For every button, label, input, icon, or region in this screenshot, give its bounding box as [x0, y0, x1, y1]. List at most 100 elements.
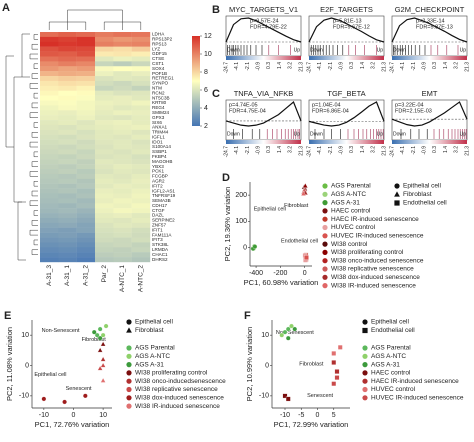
heatmap-cell	[58, 159, 77, 165]
row-label: IGFL2-AS1	[152, 188, 175, 193]
legend-label: HAEC control	[371, 370, 411, 377]
data-point	[97, 326, 103, 332]
heatmap-cell	[113, 129, 132, 135]
heatmap-cell	[95, 85, 114, 91]
heatmap-cell	[76, 95, 96, 101]
heatmap-cell	[40, 203, 59, 209]
heatmap-cell	[58, 188, 77, 194]
rank-label: -0.9	[255, 146, 261, 155]
heatmap-cell	[76, 213, 96, 219]
rank-label: -24.7	[389, 62, 395, 74]
enrichment-curve	[308, 101, 385, 127]
rank-label: -4.1	[317, 146, 323, 155]
heatmap-cell	[95, 41, 114, 47]
legend-label: WI38 replicative senescence	[135, 386, 218, 393]
rank-label: 21.3	[298, 146, 304, 156]
x-tick-label: 0	[303, 270, 307, 277]
heatmap-cell	[113, 139, 132, 145]
legend-label: Epithelial cell	[135, 319, 173, 326]
gsea-stat: p=4.74E-05	[229, 102, 258, 108]
x-axis-title: PC1, 72.99% variation	[274, 420, 349, 429]
heatmap-cell	[131, 71, 151, 77]
legend-swatch	[126, 353, 132, 359]
heatmap-cell	[131, 139, 151, 145]
heatmap-cell	[113, 237, 132, 243]
data-point	[100, 332, 106, 338]
heatmap-cell	[40, 76, 59, 82]
heatmap-cell	[58, 51, 77, 57]
heatmap-cell	[95, 173, 114, 180]
x-axis-title: PC1, 72.76% variation	[35, 420, 110, 429]
heatmap-cell	[95, 134, 114, 140]
gsea-stat: p=5.81E-13	[333, 18, 362, 24]
heatmap-cell	[113, 115, 132, 121]
column-label: A-31_1	[64, 265, 71, 286]
heatmap-cell	[40, 208, 59, 214]
heatmap-cell	[131, 110, 151, 116]
heatmap-cell	[113, 56, 132, 62]
heatmap-cell	[131, 144, 151, 150]
heatmap-cell	[113, 213, 132, 219]
heatmap-cell	[58, 95, 77, 101]
up-label: Up	[294, 47, 301, 53]
heatmap-cell	[40, 242, 59, 248]
legend-swatch	[322, 216, 328, 222]
gsea-stat: FDR=5.87E-13	[416, 24, 453, 30]
heatmap-cell	[95, 46, 114, 52]
heatmap-cell	[76, 80, 96, 87]
heatmap-cell	[131, 232, 151, 238]
heatmap-cell	[95, 222, 114, 228]
gsea-stat: p=2.33E-14	[416, 18, 445, 24]
data-point	[100, 341, 106, 347]
rank-label: 1.4	[277, 146, 283, 153]
legend-shape	[126, 327, 132, 333]
heatmap-cell	[76, 85, 96, 91]
heatmap-cell	[95, 144, 114, 150]
heatmap-cell	[58, 115, 77, 121]
heatmap-cell	[76, 41, 96, 47]
heatmap-cell	[58, 198, 77, 204]
row-label: CDH17	[152, 203, 168, 208]
heatmap-cell	[95, 237, 114, 243]
heatmap-cell	[76, 90, 96, 96]
heatmap-cell	[40, 149, 59, 155]
colorbar-label: 4	[204, 105, 208, 112]
heatmap-cell	[58, 227, 77, 233]
annotation: Fibroblast	[299, 361, 324, 367]
heatmap-cell	[58, 247, 77, 253]
data-point	[331, 351, 337, 356]
gsea-stat: p=9.57E-24	[250, 18, 279, 24]
heatmap-cell	[131, 178, 151, 184]
heatmap-cell	[131, 173, 151, 180]
annotation: Epithelial cell	[254, 206, 286, 212]
heatmap-cell	[40, 247, 59, 253]
rank-bar	[226, 140, 301, 144]
heatmap-cell	[113, 85, 132, 91]
legend-swatch	[322, 241, 328, 247]
heatmap-cell	[95, 124, 114, 131]
x-tick-label: 0	[316, 412, 320, 419]
heatmap-cell	[131, 149, 151, 155]
heatmap-cell	[95, 257, 114, 263]
rank-bar	[392, 56, 467, 60]
heatmap-cell	[58, 178, 77, 184]
row-label: SYNPO	[152, 81, 169, 86]
rank-label: -4.1	[400, 146, 406, 155]
enrichment-curve	[391, 17, 468, 43]
y-tick-label: 0	[243, 244, 247, 251]
column-label: A-31_2	[83, 265, 90, 286]
gsea-title: G2M_CHECKPOINT	[395, 5, 465, 14]
heatmap-cell	[113, 257, 132, 263]
y-tick-label: -10	[259, 393, 269, 400]
heatmap-cell	[95, 110, 114, 116]
data-point	[41, 396, 47, 402]
heatmap-cell	[40, 173, 59, 180]
heatmap-cell	[95, 159, 114, 165]
legend-swatch	[322, 183, 328, 189]
heatmap-cell	[76, 110, 96, 116]
heatmap-cell	[95, 178, 114, 184]
legend-swatch	[322, 191, 328, 197]
row-label: NTM	[152, 85, 162, 90]
colorbar	[192, 36, 200, 126]
row-label: SEMA3B	[152, 198, 171, 203]
